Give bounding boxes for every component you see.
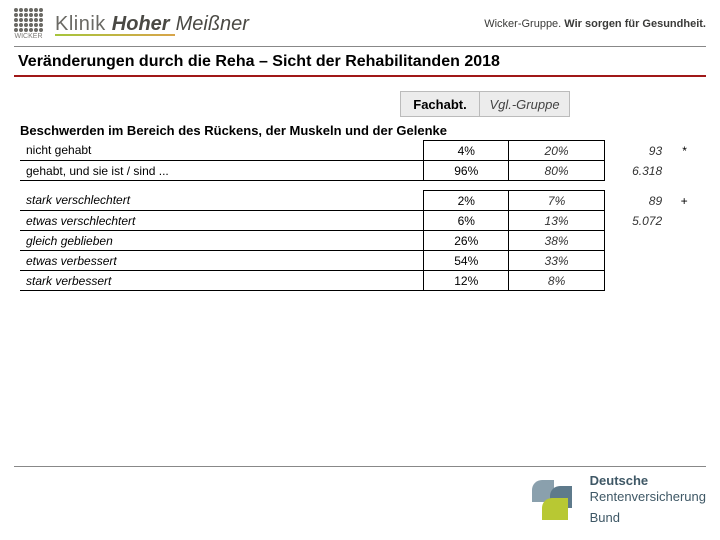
cell-n xyxy=(604,271,668,291)
cell-vgl: 20% xyxy=(509,141,605,161)
data-table-region: Fachabt. Vgl.-Gruppe Beschwerden im Bere… xyxy=(0,91,720,291)
cell-sig xyxy=(668,161,700,181)
cell-sig: + xyxy=(668,191,700,211)
tagline: Wicker-Gruppe. Wir sorgen für Gesundheit… xyxy=(484,18,706,30)
cell-fachabt: 26% xyxy=(424,231,509,251)
row-label: etwas verbessert xyxy=(20,251,424,271)
clinic-word-hoher: Hoher xyxy=(112,13,170,36)
cell-vgl: 38% xyxy=(509,231,605,251)
cell-sig xyxy=(668,251,700,271)
row-label: stark verbessert xyxy=(20,271,424,291)
tagline-pre: Wicker-Gruppe. xyxy=(484,18,564,30)
drv-text: Deutsche Rentenversicherung Bund xyxy=(590,473,706,526)
cell-n: 89 xyxy=(604,191,668,211)
cell-vgl: 13% xyxy=(509,211,605,231)
table-row: gehabt, und sie ist / sind ...96%80%6.31… xyxy=(20,161,700,181)
cell-n xyxy=(604,251,668,271)
cell-n: 6.318 xyxy=(604,161,668,181)
row-label: nicht gehabt xyxy=(20,141,424,161)
table-row: stark verschlechtert2%7%89+ xyxy=(20,191,700,211)
col-head-vgl: Vgl.-Gruppe xyxy=(480,91,570,117)
section-heading: Beschwerden im Bereich des Rückens, der … xyxy=(20,119,700,140)
row-label: gehabt, und sie ist / sind ... xyxy=(20,161,424,181)
page-header: WICKER Klinik Hoher Meißner Wicker-Grupp… xyxy=(0,0,720,44)
title-rule-red xyxy=(14,75,706,77)
page-footer: Deutsche Rentenversicherung Bund xyxy=(0,466,720,540)
dot-grid-icon xyxy=(14,8,43,32)
cell-sig xyxy=(668,271,700,291)
clinic-logo: Klinik Hoher Meißner xyxy=(55,13,249,36)
column-header-row: Fachabt. Vgl.-Gruppe xyxy=(20,91,700,117)
table-row: stark verbessert12%8% xyxy=(20,271,700,291)
drv-line1: Deutsche xyxy=(590,473,706,489)
table-row: etwas verschlechtert6%13%5.072 xyxy=(20,211,700,231)
cell-n: 5.072 xyxy=(604,211,668,231)
data-table: nicht gehabt4%20%93*gehabt, und sie ist … xyxy=(20,140,700,291)
wicker-logo: WICKER xyxy=(14,8,43,40)
row-label: gleich geblieben xyxy=(20,231,424,251)
cell-fachabt: 4% xyxy=(424,141,509,161)
drv-line2: Rentenversicherung xyxy=(590,489,706,505)
cell-fachabt: 96% xyxy=(424,161,509,181)
cell-vgl: 80% xyxy=(509,161,605,181)
cell-n xyxy=(604,231,668,251)
drv-block: Deutsche Rentenversicherung Bund xyxy=(14,473,706,526)
cell-fachabt: 12% xyxy=(424,271,509,291)
cell-n: 93 xyxy=(604,141,668,161)
cell-vgl: 33% xyxy=(509,251,605,271)
col-head-fachabt: Fachabt. xyxy=(400,91,480,117)
cell-fachabt: 54% xyxy=(424,251,509,271)
table-row: nicht gehabt4%20%93* xyxy=(20,141,700,161)
cell-vgl: 8% xyxy=(509,271,605,291)
row-label: etwas verschlechtert xyxy=(20,211,424,231)
cell-vgl: 7% xyxy=(509,191,605,211)
page-title: Veränderungen durch die Reha – Sicht der… xyxy=(0,47,720,75)
clinic-word-meissner: Meißner xyxy=(176,13,249,36)
drv-line3: Bund xyxy=(590,510,706,526)
table-row: etwas verbessert54%33% xyxy=(20,251,700,271)
cell-sig: * xyxy=(668,141,700,161)
row-label: stark verschlechtert xyxy=(20,191,424,211)
clinic-word-klinik: Klinik xyxy=(55,13,106,36)
cell-fachabt: 2% xyxy=(424,191,509,211)
cell-sig xyxy=(668,231,700,251)
table-row: gleich geblieben26%38% xyxy=(20,231,700,251)
drv-logo-icon xyxy=(532,480,580,520)
wicker-label: WICKER xyxy=(15,33,43,40)
footer-rule xyxy=(14,466,706,467)
tagline-bold: Wir sorgen für Gesundheit. xyxy=(564,18,706,30)
cell-sig xyxy=(668,211,700,231)
cell-fachabt: 6% xyxy=(424,211,509,231)
